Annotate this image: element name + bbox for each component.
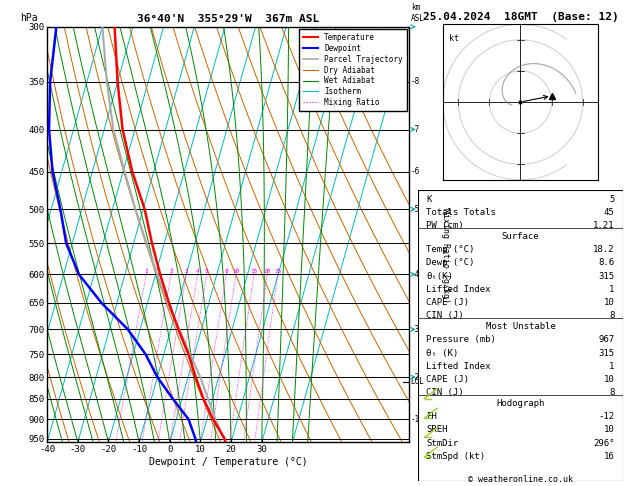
Text: 3: 3 bbox=[184, 269, 188, 275]
Text: -4: -4 bbox=[411, 270, 420, 279]
Text: Mixing Ratio (g/kg): Mixing Ratio (g/kg) bbox=[440, 208, 450, 303]
X-axis label: Dewpoint / Temperature (°C): Dewpoint / Temperature (°C) bbox=[148, 457, 308, 467]
Text: CIN (J): CIN (J) bbox=[426, 312, 464, 320]
Text: 15: 15 bbox=[250, 269, 258, 275]
Text: 4: 4 bbox=[196, 269, 199, 275]
Text: Surface: Surface bbox=[502, 232, 539, 241]
Text: Lifted Index: Lifted Index bbox=[426, 285, 491, 294]
Text: km
ASL: km ASL bbox=[411, 3, 425, 22]
Text: SREH: SREH bbox=[426, 425, 448, 434]
Text: -7: -7 bbox=[411, 125, 420, 134]
Text: 315: 315 bbox=[598, 272, 615, 281]
Text: 25: 25 bbox=[274, 269, 282, 275]
Text: 967: 967 bbox=[598, 335, 615, 345]
Text: 45: 45 bbox=[604, 208, 615, 217]
Text: 2: 2 bbox=[169, 269, 173, 275]
Text: Dewp (°C): Dewp (°C) bbox=[426, 259, 475, 267]
Text: 16: 16 bbox=[604, 452, 615, 461]
Text: 1: 1 bbox=[609, 362, 615, 371]
Text: Most Unstable: Most Unstable bbox=[486, 322, 555, 331]
Text: 8: 8 bbox=[609, 312, 615, 320]
Text: -5: -5 bbox=[411, 205, 420, 214]
Text: 10: 10 bbox=[232, 269, 240, 275]
Text: Temp (°C): Temp (°C) bbox=[426, 245, 475, 254]
Text: -2: -2 bbox=[411, 373, 420, 382]
Text: θₜ(K): θₜ(K) bbox=[426, 272, 454, 281]
Text: LCL: LCL bbox=[411, 377, 425, 386]
Text: -12: -12 bbox=[598, 412, 615, 421]
Text: hPa: hPa bbox=[20, 13, 38, 22]
Text: 8: 8 bbox=[609, 388, 615, 398]
Text: 36°40'N  355°29'W  367m ASL: 36°40'N 355°29'W 367m ASL bbox=[137, 14, 319, 24]
Text: CAPE (J): CAPE (J) bbox=[426, 298, 469, 307]
Text: © weatheronline.co.uk: © weatheronline.co.uk bbox=[468, 474, 573, 484]
Text: K: K bbox=[426, 195, 432, 204]
Text: 20: 20 bbox=[264, 269, 271, 275]
Text: 1.21: 1.21 bbox=[593, 221, 615, 230]
Text: 296°: 296° bbox=[593, 439, 615, 448]
Text: -8: -8 bbox=[411, 77, 420, 87]
Text: 25.04.2024  18GMT  (Base: 12): 25.04.2024 18GMT (Base: 12) bbox=[423, 12, 618, 22]
Text: 315: 315 bbox=[598, 348, 615, 358]
Text: 5: 5 bbox=[609, 195, 615, 204]
Text: Lifted Index: Lifted Index bbox=[426, 362, 491, 371]
Text: 5: 5 bbox=[205, 269, 209, 275]
Text: -3: -3 bbox=[411, 325, 420, 334]
Text: CIN (J): CIN (J) bbox=[426, 388, 464, 398]
Text: Hodograph: Hodograph bbox=[496, 399, 545, 408]
Text: Pressure (mb): Pressure (mb) bbox=[426, 335, 496, 345]
Text: 10: 10 bbox=[604, 298, 615, 307]
Text: kt: kt bbox=[449, 34, 459, 43]
Text: θₜ (K): θₜ (K) bbox=[426, 348, 459, 358]
Text: StmDir: StmDir bbox=[426, 439, 459, 448]
Text: 8: 8 bbox=[225, 269, 228, 275]
Text: 10: 10 bbox=[604, 425, 615, 434]
Text: -1: -1 bbox=[411, 415, 420, 424]
Text: EH: EH bbox=[426, 412, 437, 421]
Text: 1: 1 bbox=[609, 285, 615, 294]
Text: 10: 10 bbox=[604, 375, 615, 384]
Text: 18.2: 18.2 bbox=[593, 245, 615, 254]
Text: -6: -6 bbox=[411, 167, 420, 176]
Text: Totals Totals: Totals Totals bbox=[426, 208, 496, 217]
Text: 1: 1 bbox=[144, 269, 148, 275]
Text: PW (cm): PW (cm) bbox=[426, 221, 464, 230]
Legend: Temperature, Dewpoint, Parcel Trajectory, Dry Adiabat, Wet Adiabat, Isotherm, Mi: Temperature, Dewpoint, Parcel Trajectory… bbox=[299, 29, 406, 111]
Text: CAPE (J): CAPE (J) bbox=[426, 375, 469, 384]
Text: StmSpd (kt): StmSpd (kt) bbox=[426, 452, 486, 461]
Text: 8.6: 8.6 bbox=[598, 259, 615, 267]
